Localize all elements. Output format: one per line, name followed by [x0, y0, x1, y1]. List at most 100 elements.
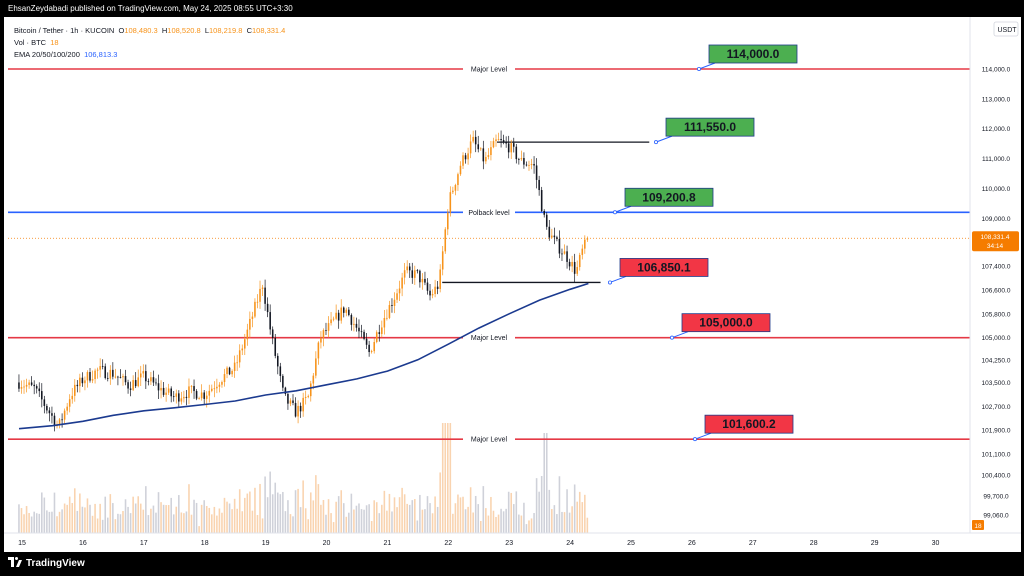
volume-bar	[520, 515, 523, 533]
candle-body	[104, 366, 107, 379]
volume-bar	[350, 493, 353, 533]
volume-bar	[396, 507, 398, 533]
candle-body	[381, 327, 383, 334]
volume-bar	[492, 510, 495, 533]
candle-body	[485, 157, 487, 162]
volume-bar	[246, 493, 249, 533]
volume-bar	[99, 503, 101, 533]
candle-body	[114, 376, 117, 378]
x-tick-label: 17	[140, 540, 148, 547]
volume-bar	[223, 497, 226, 533]
price-chart[interactable]: Major Level Polback level Major Level Major…	[4, 17, 1021, 552]
x-tick-label: 29	[871, 540, 879, 547]
volume-bar	[553, 505, 556, 533]
callout-label: 109,200.8	[642, 190, 696, 204]
volume-bar	[172, 514, 175, 533]
y-tick-label: 105,000.0	[982, 335, 1011, 342]
volume-bar	[571, 506, 573, 533]
candle-body	[378, 332, 381, 334]
candle-body	[61, 419, 63, 421]
volume-bar	[48, 511, 51, 533]
candle-body	[307, 396, 310, 398]
volume-bar	[467, 506, 469, 533]
volume-bar	[195, 502, 198, 533]
volume-bar	[167, 505, 170, 533]
candle-body	[155, 382, 157, 384]
volume-bar	[241, 511, 244, 533]
candle-body	[147, 381, 150, 383]
candle-body	[183, 396, 185, 399]
volume-bar	[289, 514, 292, 533]
y-tick-label: 111,000.0	[982, 156, 1010, 163]
volume-tag	[972, 520, 984, 530]
candle-body	[558, 238, 561, 254]
volume-bar	[61, 509, 63, 533]
candle-body	[127, 382, 129, 389]
volume-bar	[238, 489, 241, 533]
callout-label: 114,000.0	[727, 47, 780, 61]
candle-body	[482, 148, 485, 162]
callout-label: 111,550.0	[684, 120, 736, 134]
volume-bar	[510, 492, 513, 533]
candle-body	[403, 270, 406, 278]
callout-box	[704, 414, 794, 434]
volume-bar	[109, 494, 112, 533]
volume-bar	[449, 423, 452, 533]
volume-bar	[538, 491, 540, 533]
candle-body	[236, 362, 238, 364]
candle-body	[439, 269, 441, 290]
volume-bar	[375, 502, 378, 533]
candle-body	[106, 378, 109, 379]
volume-bar	[213, 506, 216, 533]
volume-bar	[200, 504, 203, 533]
candle-body	[76, 384, 79, 387]
candle-body	[512, 143, 515, 147]
candle-body	[353, 323, 355, 325]
volume-bar	[411, 500, 414, 533]
candle-body	[436, 286, 439, 290]
candle-body	[51, 413, 53, 416]
volume-label: Vol · BTC	[14, 38, 47, 47]
volume-bar	[190, 514, 193, 533]
volume-bar	[474, 495, 477, 533]
volume-bar	[403, 494, 406, 533]
volume-bar	[424, 509, 426, 533]
candle-body	[426, 282, 429, 291]
callout-box	[681, 313, 771, 333]
x-tick-label: 20	[323, 540, 331, 547]
volume-bar	[497, 514, 500, 533]
volume-bar	[56, 516, 58, 533]
candle-body	[238, 350, 241, 363]
volume-bar	[485, 508, 487, 533]
candle-body	[335, 312, 337, 319]
volume-bar	[447, 423, 449, 533]
candle-body	[297, 405, 299, 417]
candle-body	[35, 386, 38, 389]
candle-body	[218, 384, 221, 387]
volume-bar	[266, 497, 269, 533]
volume-bar	[208, 507, 211, 533]
volume-bar	[490, 496, 492, 533]
volume-bar	[160, 502, 162, 533]
volume-bar	[502, 511, 505, 533]
volume-bar	[378, 513, 381, 533]
candle-body	[429, 290, 431, 296]
volume-bar	[556, 514, 558, 533]
y-tick-label: 101,900.0	[982, 428, 1011, 435]
volume-bar	[53, 492, 56, 533]
volume-bar	[226, 501, 228, 533]
volume-bar	[335, 501, 337, 533]
candle-body	[282, 375, 284, 388]
legend-row-volume: Vol · BTC 18	[14, 37, 285, 49]
volume-bar	[211, 514, 213, 533]
volume-bar	[137, 496, 140, 533]
callout-box	[619, 258, 709, 277]
volume-bar	[429, 503, 431, 533]
candle-body	[244, 339, 246, 349]
volume-bar	[525, 524, 528, 533]
y-tick-label: 110,000.0	[982, 186, 1011, 193]
footer-bar: TradingView	[0, 552, 1024, 576]
volume-bar	[256, 515, 259, 533]
candle-body	[46, 405, 48, 411]
candle-body	[145, 371, 147, 382]
